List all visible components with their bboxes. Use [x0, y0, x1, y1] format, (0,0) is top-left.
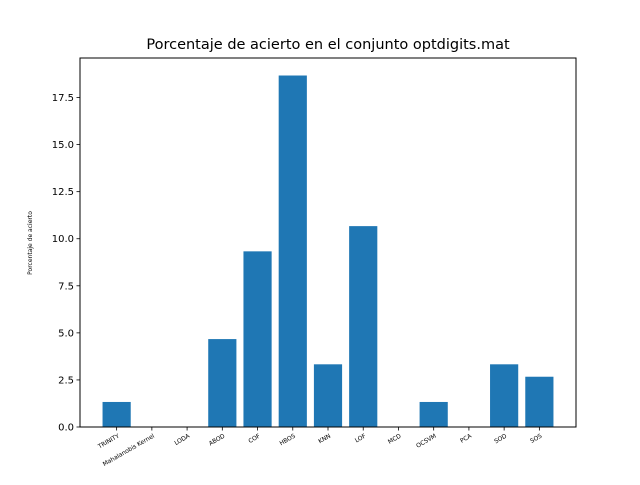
y-tick-label: 0.0 [58, 423, 74, 434]
y-tick-label: 15.0 [52, 140, 74, 151]
y-tick-label: 2.5 [58, 375, 74, 386]
bar-cof [243, 251, 272, 427]
y-ticks-group: 0.0 2.5 5.0 7.5 10.0 12.5 15.0 17.5 [52, 93, 80, 434]
y-tick-label: 10.0 [52, 234, 74, 245]
bar-hbos [278, 75, 307, 428]
chart-title: Porcentaje de acierto en el conjunto opt… [146, 37, 510, 53]
y-axis-label: Porcentaje de acierto [27, 211, 34, 275]
y-tick-label: 12.5 [52, 187, 74, 198]
plot-frame [79, 57, 577, 428]
bar-sod [490, 364, 519, 427]
bar-trinity [102, 401, 131, 427]
x-tick-label: LOF [354, 432, 368, 444]
y-tick-label: 17.5 [52, 93, 74, 104]
bar-lof [349, 226, 378, 427]
y-tick-label: 7.5 [58, 281, 74, 292]
bars-group [102, 75, 554, 428]
bar-sos [525, 376, 554, 427]
bar-knn [313, 364, 343, 427]
y-tick-label: 5.0 [58, 328, 74, 339]
bar-ocsvm [419, 401, 448, 427]
bar-abod [208, 339, 237, 427]
